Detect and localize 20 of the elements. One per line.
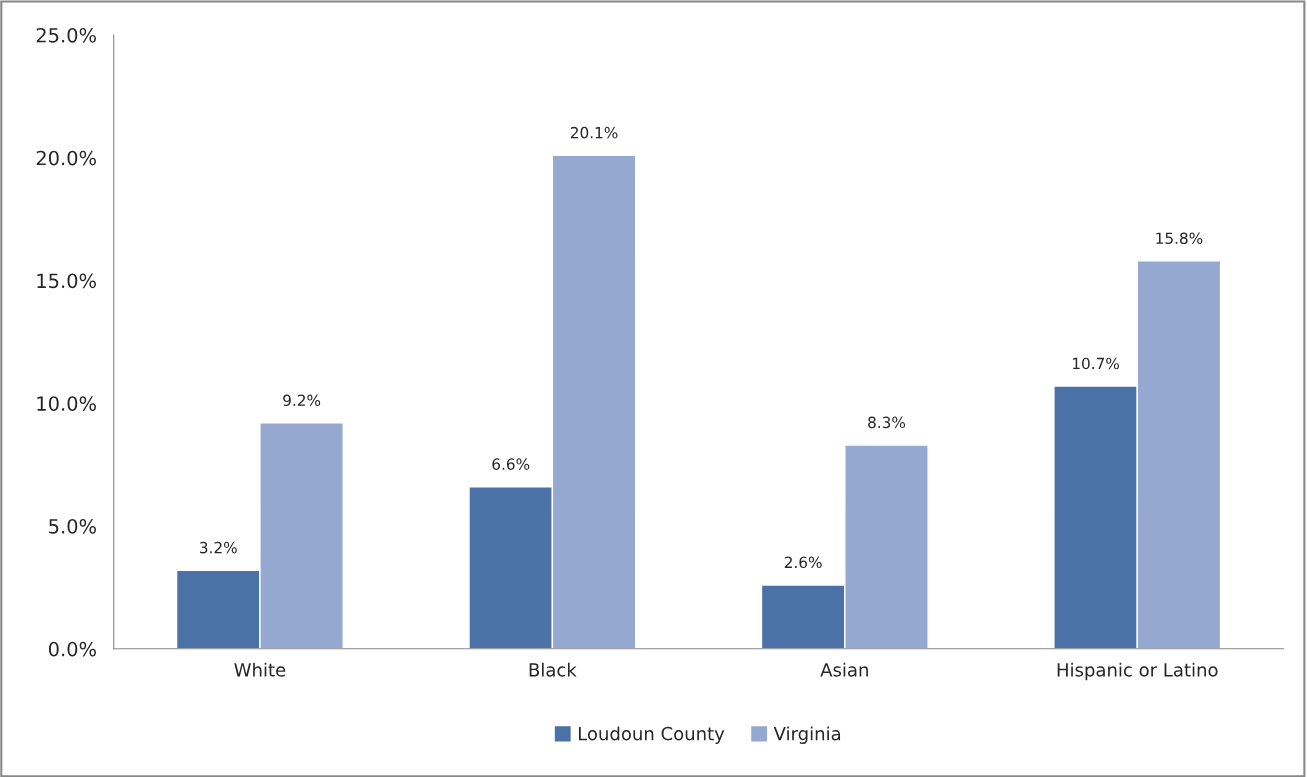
data-label: 6.6% — [492, 458, 530, 470]
y-tick-label: 0.0% — [48, 641, 96, 657]
legend-label: Loudoun County — [578, 726, 725, 744]
data-label: 3.2% — [200, 541, 237, 554]
data-label: 8.3% — [868, 416, 906, 429]
data-label: 20.1% — [570, 126, 618, 139]
y-tick-label: 5.0% — [49, 518, 96, 534]
data-label: 15.8% — [1156, 232, 1203, 245]
x-tick-label: Asian — [820, 662, 868, 677]
data-label: 10.7% — [1072, 357, 1119, 370]
legend-label: Virginia — [773, 726, 841, 744]
data-label: 2.6% — [784, 556, 822, 569]
x-tick-label: White — [234, 662, 286, 677]
y-tick-label: 25.0% — [36, 27, 96, 43]
data-label: 9.2% — [283, 394, 321, 407]
x-tick-label: Black — [529, 662, 577, 677]
y-tick-label: 10.0% — [37, 396, 96, 411]
y-tick-label: 20.0% — [36, 150, 96, 166]
y-tick-label: 15.0% — [37, 273, 96, 289]
x-tick-label: Hispanic or Latino — [1057, 662, 1218, 681]
